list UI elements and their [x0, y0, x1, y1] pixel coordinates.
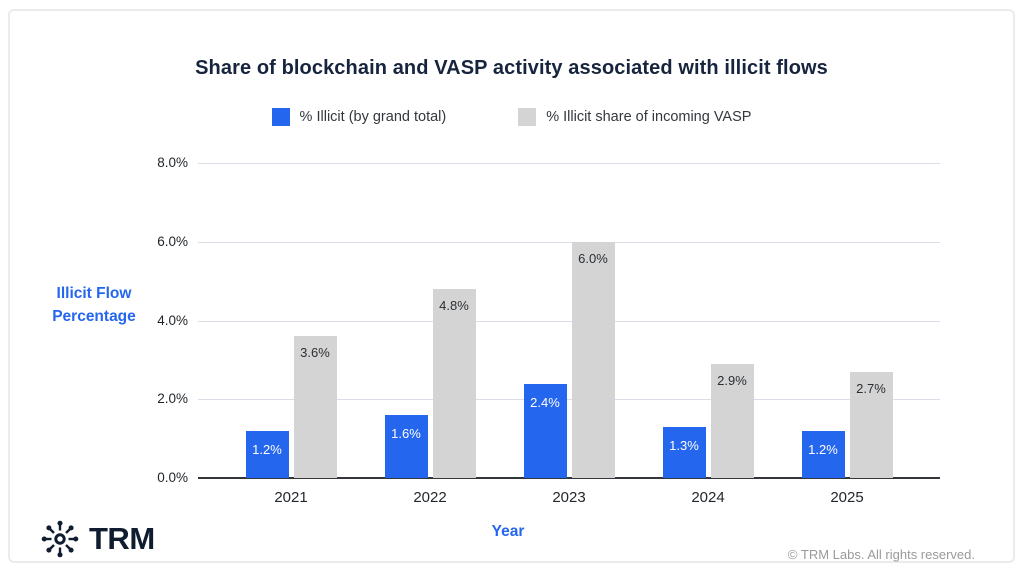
bar-illicit-grand-total: 1.6% [384, 415, 428, 478]
x-axis-baseline [198, 477, 940, 479]
chart-card: Share of blockchain and VASP activity as… [8, 9, 1015, 563]
trm-logo-text: TRM [89, 521, 155, 556]
x-tick-label: 2021 [274, 489, 308, 506]
y-tick-label: 0.0% [157, 470, 188, 485]
y-tick-label: 6.0% [157, 233, 188, 249]
y-tick-label: 4.0% [157, 312, 188, 328]
copyright-notice: © TRM Labs. All rights reserved. [787, 547, 975, 562]
plot-area: 1.2% 3.6% 1.6% 4.8% 2.4% 6.0% 1.3% 2.9% 1.2% 2.7% [198, 163, 940, 479]
bar-illicit-incoming-vasp: 4.8% [432, 289, 476, 478]
y-axis-title: Illicit Flow Percentage [52, 285, 136, 325]
gridline [198, 163, 940, 164]
gridline [198, 241, 940, 243]
bar-value-label: 1.6% [391, 426, 421, 441]
bar-value-label: 2.4% [530, 394, 560, 410]
bar-value-label: 4.8% [439, 298, 469, 313]
bar-value-label: 1.2% [252, 441, 282, 457]
x-tick-label: 2023 [552, 489, 586, 506]
legend-item-illicit-grand-total: % Illicit (by grand total) [271, 108, 447, 126]
bar-illicit-grand-total: 1.3% [662, 426, 706, 478]
x-axis-title: Year [491, 523, 525, 540]
bar-illicit-grand-total: 1.2% [245, 430, 289, 478]
legend-label: % Illicit (by grand total) [299, 109, 447, 125]
bar-illicit-incoming-vasp: 6.0% [571, 241, 615, 478]
bar-illicit-incoming-vasp: 3.6% [293, 336, 337, 478]
legend-swatch-blue [271, 108, 290, 126]
legend-item-illicit-incoming-vasp: % Illicit share of incoming VASP [518, 108, 751, 126]
bar-value-label: 2.7% [856, 380, 886, 396]
bar-value-label: 1.2% [808, 441, 838, 457]
x-tick-label: 2022 [413, 489, 447, 506]
gridline [198, 399, 940, 401]
bar-illicit-grand-total: 1.2% [801, 430, 845, 478]
bar-value-label: 2.9% [717, 372, 747, 388]
y-axis-labels: 0.0% 2.0% 4.0% 6.0% 8.0% [122, 155, 188, 485]
bar-value-label: 6.0% [578, 250, 608, 266]
gridline [198, 320, 940, 322]
y-tick-label: 2.0% [157, 391, 188, 407]
trm-logo: TRM [40, 519, 155, 559]
x-tick-label: 2025 [830, 489, 864, 506]
bar-value-label: 1.3% [669, 437, 699, 453]
bar-illicit-grand-total: 2.4% [523, 383, 567, 478]
bar-illicit-incoming-vasp: 2.9% [710, 363, 754, 478]
y-tick-label: 8.0% [157, 155, 188, 170]
x-tick-label: 2024 [691, 489, 725, 506]
trm-network-asterisk-icon [41, 520, 79, 558]
legend-label: % Illicit share of incoming VASP [546, 109, 752, 125]
bar-illicit-incoming-vasp: 2.7% [849, 371, 893, 478]
x-axis-labels: 2021 2022 2023 2024 2025 [198, 489, 940, 509]
legend: % Illicit (by grand total) % Illicit sha… [10, 108, 1013, 126]
chart-title: Share of blockchain and VASP activity as… [195, 57, 828, 79]
bar-value-label: 3.6% [300, 345, 330, 361]
legend-swatch-gray [518, 108, 537, 126]
